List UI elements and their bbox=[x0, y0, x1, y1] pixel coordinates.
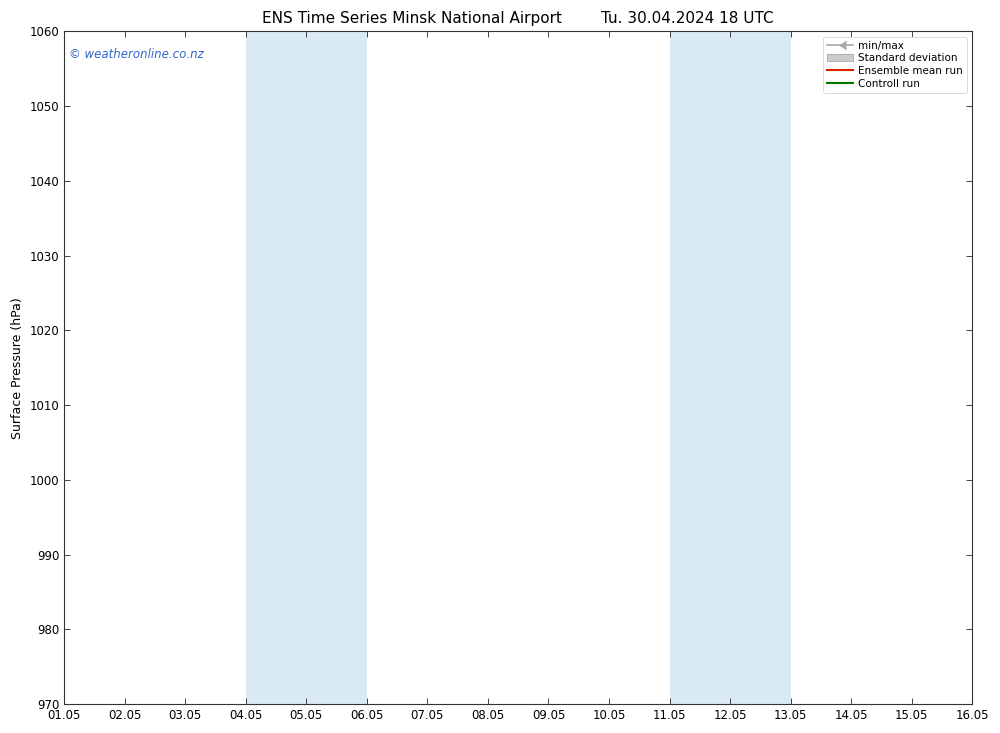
Y-axis label: Surface Pressure (hPa): Surface Pressure (hPa) bbox=[11, 297, 24, 438]
Title: ENS Time Series Minsk National Airport        Tu. 30.04.2024 18 UTC: ENS Time Series Minsk National Airport T… bbox=[262, 11, 774, 26]
Bar bbox=[246, 32, 367, 704]
Bar bbox=[670, 32, 791, 704]
Legend: min/max, Standard deviation, Ensemble mean run, Controll run: min/max, Standard deviation, Ensemble me… bbox=[823, 37, 967, 93]
Text: © weatheronline.co.nz: © weatheronline.co.nz bbox=[69, 48, 204, 62]
